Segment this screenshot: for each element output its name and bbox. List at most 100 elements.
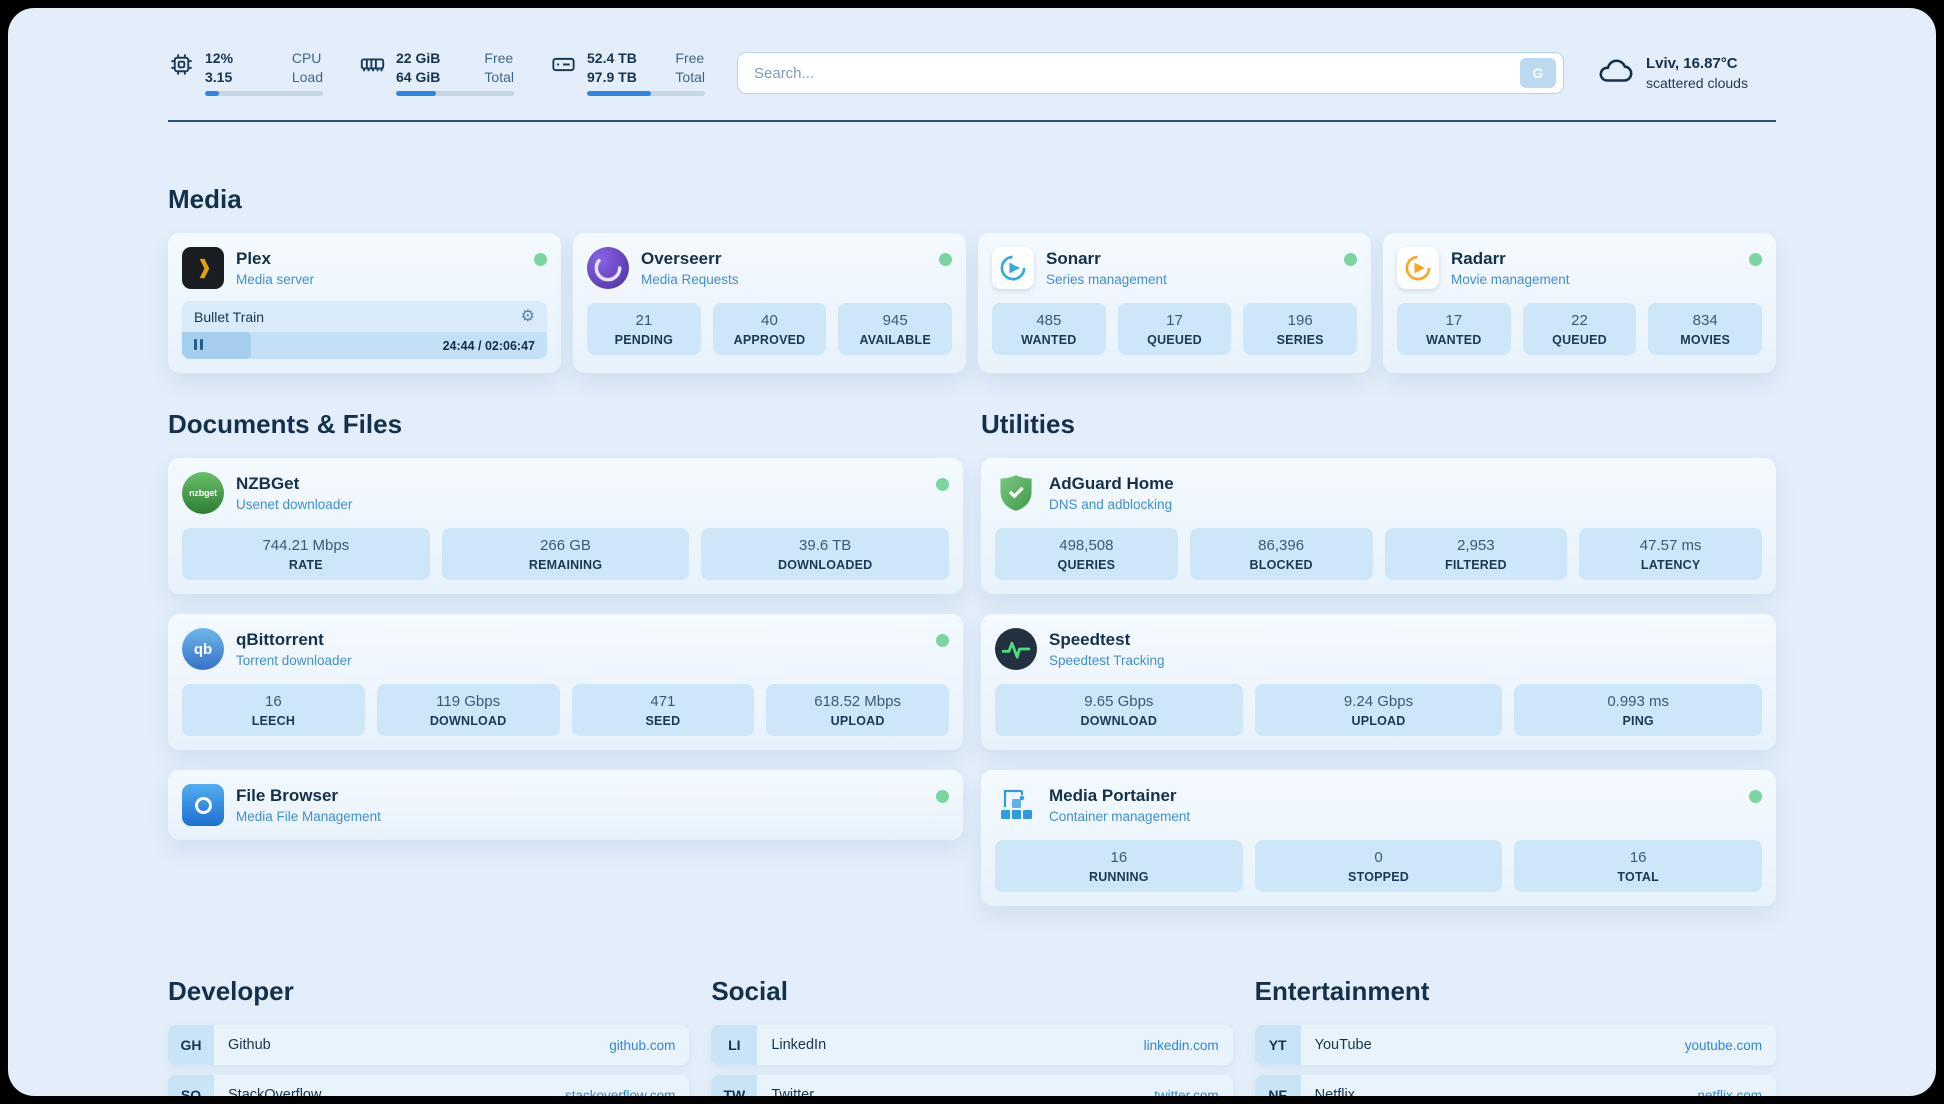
- cpu-chip-icon: [168, 50, 195, 78]
- status-indicator: [1749, 253, 1762, 266]
- memory-icon: [359, 50, 386, 78]
- ram-progress-track: [396, 91, 514, 96]
- app-name: Speedtest: [1049, 630, 1131, 649]
- stackoverflow-badge-icon: SO: [168, 1075, 214, 1096]
- ram-total-value: 64 GiB: [396, 69, 441, 85]
- stat-series: 196 SERIES: [1243, 303, 1358, 355]
- speedtest-icon: [995, 628, 1037, 670]
- stat-wanted: 17 WANTED: [1397, 303, 1511, 355]
- twitter-badge-icon: TW: [711, 1075, 758, 1096]
- playback-progress-bar[interactable]: 24:44 / 02:06:47: [182, 332, 547, 359]
- app-subtitle: DNS and adblocking: [1049, 497, 1173, 512]
- stat-queued: 17 QUEUED: [1117, 303, 1232, 355]
- status-indicator: [936, 634, 949, 647]
- cpu-usage-value: 12%: [205, 50, 234, 66]
- app-card-speedtest[interactable]: Speedtest Speedtest Tracking 9.65 Gbps D…: [981, 614, 1776, 750]
- bookmark-linkedin[interactable]: LI LinkedIn linkedin.com: [711, 1025, 1233, 1065]
- qbittorrent-icon: qb: [182, 628, 224, 670]
- system-metrics: 12% 3.15 CPU Load: [168, 50, 705, 96]
- plex-icon: [182, 247, 224, 289]
- cpu-load-value: 3.15: [205, 69, 233, 85]
- app-card-radarr[interactable]: Radarr Movie management 17 WANTED 22 QUE…: [1383, 233, 1776, 373]
- bookmark-stackoverflow[interactable]: SO StackOverflow stackoverflow.com: [168, 1075, 690, 1096]
- stat-upload: 9.24 Gbps UPLOAD: [1254, 684, 1503, 736]
- gear-icon[interactable]: ⚙: [520, 308, 535, 325]
- ram-metric: 22 GiB 64 GiB Free Total: [359, 50, 514, 96]
- stat-seed: 471 SEED: [571, 684, 755, 736]
- cpu-metric: 12% 3.15 CPU Load: [168, 50, 323, 96]
- stat-queries: 498,508 QUERIES: [995, 528, 1178, 580]
- cpu-progress-fill: [205, 91, 220, 96]
- pause-icon: [192, 337, 204, 355]
- section-documents: Documents & Files nzbget NZBGet Usenet d…: [168, 409, 963, 906]
- search-engine-button[interactable]: G: [1520, 58, 1556, 88]
- stat-wanted: 485 WANTED: [992, 303, 1106, 355]
- now-playing-title: Bullet Train: [194, 309, 265, 325]
- portainer-icon: [995, 784, 1037, 826]
- stat-download: 9.65 Gbps DOWNLOAD: [995, 684, 1243, 736]
- stat-total: 16 TOTAL: [1514, 840, 1763, 892]
- app-subtitle: Media Requests: [641, 272, 739, 287]
- top-bar: 12% 3.15 CPU Load: [168, 50, 1776, 96]
- disk-free-value: 52.4 TB: [587, 50, 637, 66]
- netflix-badge-icon: NF: [1254, 1075, 1301, 1096]
- stat-upload: 618.52 Mbps UPLOAD: [766, 684, 949, 736]
- stat-available: 945 AVAILABLE: [838, 303, 953, 355]
- status-indicator: [534, 253, 547, 266]
- app-subtitle: Speedtest Tracking: [1049, 653, 1165, 668]
- stat-approved: 40 APPROVED: [712, 303, 827, 355]
- stat-leech: 16 LEECH: [182, 684, 365, 736]
- section-utilities: Utilities: [981, 409, 1776, 906]
- bookmark-twitter[interactable]: TW Twitter twitter.com: [711, 1075, 1233, 1096]
- app-name: File Browser: [236, 786, 339, 805]
- ram-total-label: Total: [484, 69, 514, 85]
- utilities-section-title: Utilities: [981, 409, 1075, 439]
- app-card-nzbget[interactable]: nzbget NZBGet Usenet downloader 744.21 M…: [168, 458, 963, 594]
- cpu-label: CPU: [291, 50, 322, 66]
- stat-blocked: 86,396 BLOCKED: [1189, 528, 1373, 580]
- app-subtitle: Container management: [1049, 809, 1191, 824]
- app-card-sonarr[interactable]: Sonarr Series management 485 WANTED 17 Q…: [978, 233, 1371, 373]
- status-indicator: [939, 253, 952, 266]
- stat-running: 16 RUNNING: [995, 840, 1243, 892]
- app-card-plex[interactable]: Plex Media server Bullet Train ⚙: [168, 233, 561, 373]
- linkedin-badge-icon: LI: [711, 1025, 758, 1065]
- ram-free-label: Free: [484, 50, 514, 66]
- sonarr-icon: [992, 247, 1034, 289]
- status-indicator: [1749, 790, 1762, 803]
- app-subtitle: Usenet downloader: [236, 497, 353, 512]
- app-name: Overseerr: [641, 249, 722, 268]
- status-indicator: [1344, 253, 1357, 266]
- search-input[interactable]: [754, 64, 1520, 82]
- playback-progress-fill[interactable]: [182, 332, 252, 359]
- status-indicator: [936, 478, 949, 491]
- cloud-icon: [1596, 52, 1634, 95]
- bookmark-netflix[interactable]: NF Netflix netflix.com: [1254, 1075, 1776, 1096]
- dashboard-page: 12% 3.15 CPU Load: [8, 8, 1936, 1096]
- stat-downloaded: 39.6 TB DOWNLOADED: [701, 528, 950, 580]
- github-badge-icon: GH: [168, 1025, 214, 1065]
- app-subtitle: Movie management: [1451, 272, 1570, 287]
- stat-remaining: 266 GB REMAINING: [441, 528, 690, 580]
- filebrowser-icon: [182, 784, 224, 826]
- app-name: Media Portainer: [1049, 786, 1177, 805]
- adguard-shield-icon: [995, 472, 1037, 514]
- nzbget-icon: nzbget: [182, 472, 224, 514]
- app-card-qbittorrent[interactable]: qb qBittorrent Torrent downloader 16: [168, 614, 963, 750]
- app-card-adguard[interactable]: AdGuard Home DNS and adblocking 498,508 …: [981, 458, 1776, 594]
- documents-section-title: Documents & Files: [168, 409, 403, 439]
- weather-widget[interactable]: Lviv, 16.87°C scattered clouds: [1596, 52, 1776, 95]
- bookmarks-entertainment: Entertainment YT YouTube youtube.com NF …: [1254, 976, 1776, 1096]
- stat-ping: 0.993 ms PING: [1514, 684, 1763, 736]
- bookmarks-social: Social LI LinkedIn linkedin.com TW Twitt…: [711, 976, 1233, 1096]
- radarr-icon: [1397, 247, 1439, 289]
- app-card-portainer[interactable]: Media Portainer Container management 16 …: [981, 770, 1776, 906]
- stat-rate: 744.21 Mbps RATE: [182, 528, 430, 580]
- disk-total-label: Total: [675, 69, 705, 85]
- app-card-overseerr[interactable]: Overseerr Media Requests 21 PENDING 40 A…: [573, 233, 966, 373]
- youtube-badge-icon: YT: [1254, 1025, 1301, 1065]
- bookmark-youtube[interactable]: YT YouTube youtube.com: [1254, 1025, 1776, 1065]
- stat-latency: 47.57 ms LATENCY: [1579, 528, 1762, 580]
- app-card-filebrowser[interactable]: File Browser Media File Management: [168, 770, 963, 840]
- bookmark-github[interactable]: GH Github github.com: [168, 1025, 690, 1065]
